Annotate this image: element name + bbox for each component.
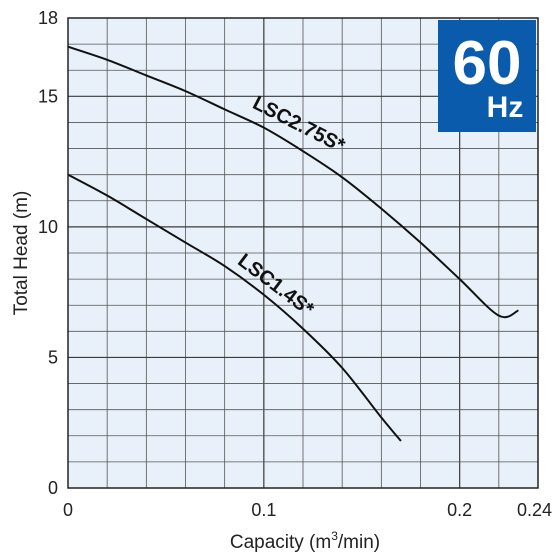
x-axis-title: Capacity (m3/min) [230, 529, 380, 553]
x-tick-label: 0.1 [251, 500, 276, 520]
x-axis-title-superscript: 3 [331, 529, 338, 543]
x-tick-labels: 0 0.1 0.2 0.24 [63, 500, 552, 520]
gridlines [68, 18, 538, 488]
x-tick-label: 0.24 [517, 500, 552, 520]
x-axis-title-main: Capacity (m [230, 532, 331, 553]
x-tick-label: 0 [63, 500, 73, 520]
frequency-badge: 60 Hz [438, 20, 536, 132]
frequency-badge-value: 60 [453, 29, 522, 98]
plot-frame [67, 17, 539, 489]
y-tick-label: 15 [38, 86, 58, 106]
y-axis-title: Total Head (m) [11, 191, 32, 316]
x-axis-title-tail: /min) [338, 532, 380, 553]
y-tick-label: 5 [48, 347, 58, 367]
series-line-lsc14s [67, 173, 402, 442]
y-tick-label: 10 [38, 217, 58, 237]
frequency-badge-background [438, 20, 536, 132]
y-tick-labels: 0 5 10 15 18 [38, 8, 58, 498]
series-lines [67, 45, 519, 442]
y-tick-label: 18 [38, 8, 58, 28]
x-tick-label: 0.2 [447, 500, 472, 520]
y-tick-label: 0 [48, 478, 58, 498]
frequency-badge-unit: Hz [487, 91, 524, 124]
series-line-lsc275s [67, 45, 519, 319]
